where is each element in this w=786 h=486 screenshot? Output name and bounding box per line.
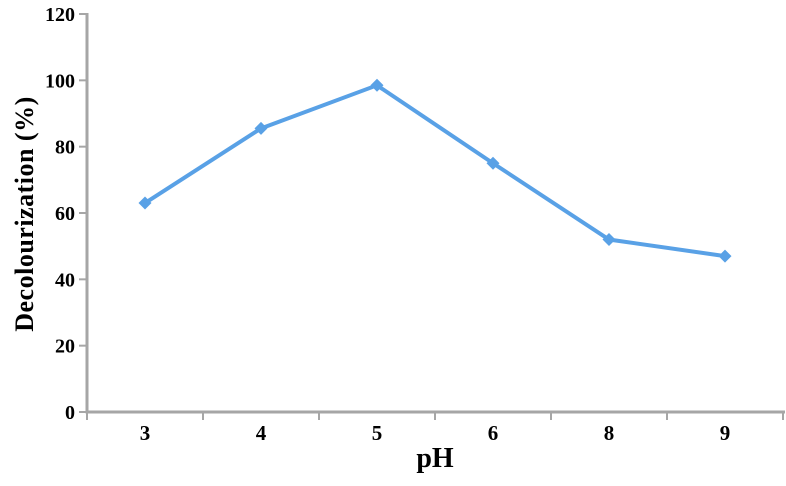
y-tick-label: 100 <box>45 70 75 92</box>
data-point-marker <box>602 233 616 247</box>
data-point-marker <box>370 78 384 92</box>
x-tick-label: 5 <box>372 421 383 445</box>
x-axis-title: pH <box>416 443 454 474</box>
y-tick-label: 120 <box>45 4 75 26</box>
y-tick-label: 20 <box>55 336 75 358</box>
y-tick-label: 40 <box>55 269 75 291</box>
x-tick-label: 8 <box>604 421 615 445</box>
y-tick-label: 0 <box>65 402 75 424</box>
data-point-marker <box>138 196 152 210</box>
x-tick-label: 6 <box>488 421 499 445</box>
y-tick-label: 80 <box>55 137 75 159</box>
x-tick-label: 3 <box>140 421 151 445</box>
data-line <box>143 83 727 259</box>
y-tick-label: 60 <box>55 203 75 225</box>
data-point-marker <box>254 121 268 135</box>
x-tick-label: 4 <box>256 421 267 445</box>
data-point-marker <box>718 249 732 263</box>
x-tick-label: 9 <box>720 421 731 445</box>
data-point-marker <box>486 156 500 170</box>
